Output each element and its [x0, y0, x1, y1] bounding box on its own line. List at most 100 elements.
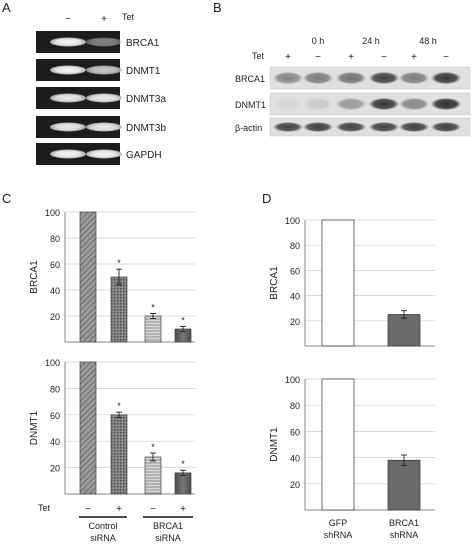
y-axis-label: BRCA1: [269, 266, 280, 300]
significance-marker: *: [181, 315, 185, 325]
chart-c-brca1: 20 40 60 80 100 BRCA1 * * *: [29, 208, 195, 343]
panel-a-lane-mark: +: [101, 14, 107, 25]
group-label: siRNA: [90, 533, 116, 543]
blot-band: [273, 97, 303, 111]
blot-band: [303, 97, 333, 111]
blot-band: [399, 71, 429, 85]
y-axis-label: DNMT1: [29, 410, 40, 445]
blot-band: [431, 71, 461, 85]
y-axis-label: DNMT1: [269, 427, 280, 462]
y-tick-label: 60: [50, 260, 60, 270]
y-tick-label: 80: [50, 384, 60, 394]
gel-band: [86, 37, 122, 47]
blot-band: [399, 97, 429, 111]
y-tick-label: 20: [50, 464, 60, 474]
panel-b-lane-mark: −: [381, 52, 387, 63]
bar: [321, 219, 355, 347]
panel-d-letter: D: [262, 191, 271, 206]
gene-label-dnmt3a: DNMT3a: [126, 94, 166, 105]
panel-b-lane-mark: +: [285, 52, 291, 63]
bar: [79, 211, 97, 343]
significance-marker: *: [181, 459, 185, 469]
gel-band: [86, 149, 122, 159]
panel-c: C 20 40 60 80 100 BRCA1 * * * 20 40 60 80 100 DNMT1 * * * T…: [2, 191, 195, 543]
bar: [144, 315, 162, 343]
panel-b-letter: B: [213, 0, 222, 15]
gene-label-brca1: BRCA1: [126, 38, 160, 49]
panel-c-lane-mark: −: [85, 504, 91, 515]
y-tick-label: 100: [285, 216, 300, 226]
protein-label: BRCA1: [235, 74, 265, 84]
blot-band: [431, 97, 461, 111]
chart-c-dnmt1: 20 40 60 80 100 DNMT1 * * *: [29, 358, 195, 495]
blot-band: [399, 121, 429, 133]
group-label: siRNA: [155, 533, 181, 543]
significance-marker: *: [151, 302, 155, 312]
y-tick-label: 40: [50, 437, 60, 447]
y-tick-label: 60: [290, 427, 300, 437]
group-label: GFP: [329, 518, 348, 528]
group-label: Control: [88, 521, 117, 531]
group-label: shRNA: [324, 530, 353, 540]
blot-band: [273, 121, 303, 133]
timepoint-label: 24 h: [362, 36, 380, 46]
gel-band: [50, 122, 86, 132]
gel-band: [50, 37, 86, 47]
blot-band: [336, 71, 366, 85]
y-tick-label: 20: [50, 312, 60, 322]
gel-band: [50, 65, 86, 75]
group-label: shRNA: [390, 530, 419, 540]
bar: [387, 314, 421, 347]
panel-c-lane-mark: +: [116, 504, 122, 515]
bar: [79, 361, 97, 495]
blot-band: [369, 121, 399, 133]
blot-band: [336, 121, 366, 133]
gel-band: [86, 65, 122, 75]
significance-marker: *: [117, 258, 121, 268]
panel-c-letter: C: [2, 191, 11, 206]
y-tick-label: 80: [290, 401, 300, 411]
panel-b-lane-mark: +: [348, 52, 354, 63]
bar: [174, 472, 192, 495]
blot-band: [431, 121, 461, 133]
y-tick-label: 100: [45, 208, 60, 218]
panel-b-lane-mark: −: [443, 52, 449, 63]
y-tick-label: 20: [290, 480, 300, 490]
protein-label: β-actin: [235, 123, 262, 133]
gel-band: [50, 93, 86, 103]
panel-b: B 0 h 24 h 48 h Tet + − + − + − BRCA1 DNMT1 β-actin: [213, 0, 471, 137]
panel-c-lane-mark: +: [180, 504, 186, 515]
y-tick-label: 60: [290, 266, 300, 276]
blot-band: [303, 71, 333, 85]
panel-c-lane-mark: −: [150, 504, 156, 515]
panel-a-lane-mark: −: [65, 14, 71, 25]
gene-label-dnmt1: DNMT1: [126, 66, 161, 77]
bar: [110, 276, 128, 343]
y-tick-label: 40: [290, 292, 300, 302]
panel-b-treatment-label: Tet: [252, 51, 265, 61]
panel-c-treatment-label: Tet: [38, 503, 51, 513]
chart-d-dnmt1: 20 40 60 80 100 DNMT1: [269, 375, 435, 511]
panel-a-letter: A: [2, 0, 11, 15]
timepoint-label: 48 h: [419, 36, 437, 46]
bar: [387, 459, 421, 511]
blot-band: [369, 71, 399, 85]
gel-band: [86, 93, 122, 103]
y-tick-label: 40: [290, 454, 300, 464]
y-tick-label: 40: [50, 286, 60, 296]
bar: [321, 378, 355, 511]
panel-d: D 20 40 60 80 100 BRCA1 20 40 60 80 100 DNMT1 GFP shRN…: [262, 191, 435, 540]
bar: [110, 414, 128, 495]
protein-label: DNMT1: [235, 100, 266, 110]
gel-band: [50, 149, 86, 159]
significance-marker: *: [117, 401, 121, 411]
blot-band: [303, 121, 333, 133]
blot-band: [369, 97, 399, 111]
bar: [144, 456, 162, 495]
blot-band: [336, 97, 366, 111]
group-label: BRCA1: [153, 521, 183, 531]
chart-d-brca1: 20 40 60 80 100 BRCA1: [269, 216, 435, 347]
y-tick-label: 20: [290, 317, 300, 327]
